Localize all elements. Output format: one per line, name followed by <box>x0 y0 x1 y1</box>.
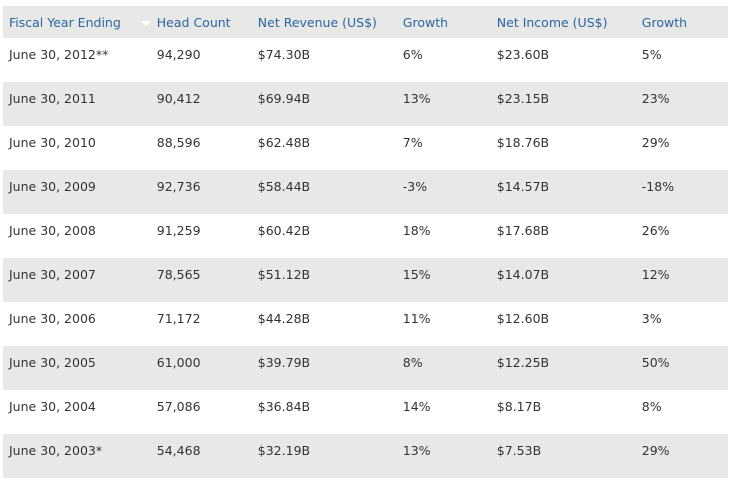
cell-net-income: $7.53B <box>496 443 542 458</box>
table-row: June 30, 2009 92,736 $58.44B -3% $14.57B -18% <box>3 170 728 214</box>
cell-net-income: $12.25B <box>496 355 550 370</box>
cell-income-growth: 5% <box>641 47 662 62</box>
column-header-revenue-growth[interactable]: Growth <box>402 14 449 30</box>
table-row: June 30, 2007 78,565 $51.12B 15% $14.07B 12% <box>3 258 728 302</box>
cell-revenue-growth: 14% <box>402 399 431 414</box>
cell-net-income: $12.60B <box>496 311 550 326</box>
cell-revenue-growth: 13% <box>402 443 431 458</box>
cell-net-income: $17.68B <box>496 223 550 238</box>
table-row: June 30, 2005 61,000 $39.79B 8% $12.25B 50% <box>3 346 728 390</box>
cell-net-income: $14.07B <box>496 267 550 282</box>
cell-net-revenue: $60.42B <box>257 223 311 238</box>
cell-net-revenue: $69.94B <box>257 91 311 106</box>
cell-revenue-growth: -3% <box>402 179 428 194</box>
cell-net-income: $14.57B <box>496 179 550 194</box>
cell-revenue-growth: 18% <box>402 223 431 238</box>
cell-net-revenue: $44.28B <box>257 311 311 326</box>
table-row: June 30, 2011 90,412 $69.94B 13% $23.15B 23% <box>3 82 728 126</box>
column-header-net-income[interactable]: Net Income (US$) <box>496 14 608 30</box>
cell-income-growth: 50% <box>641 355 670 370</box>
cell-head-count: 90,412 <box>156 91 201 106</box>
cell-income-growth: 12% <box>641 267 670 282</box>
cell-fiscal-year: June 30, 2011 <box>9 91 96 106</box>
table-row: June 30, 2003* 54,468 $32.19B 13% $7.53B 29% <box>3 434 728 478</box>
cell-net-income: $8.17B <box>496 399 542 414</box>
cell-fiscal-year: June 30, 2005 <box>9 355 96 370</box>
table-row: June 30, 2010 88,596 $62.48B 7% $18.76B 29% <box>3 126 728 170</box>
cell-net-income: $23.60B <box>496 47 550 62</box>
cell-income-growth: 29% <box>641 135 670 150</box>
cell-revenue-growth: 13% <box>402 91 431 106</box>
cell-net-revenue: $51.12B <box>257 267 311 282</box>
cell-income-growth: 8% <box>641 399 662 414</box>
table-row: June 30, 2006 71,172 $44.28B 11% $12.60B 3% <box>3 302 728 346</box>
cell-net-revenue: $58.44B <box>257 179 311 194</box>
cell-fiscal-year: June 30, 2010 <box>9 135 96 150</box>
cell-net-revenue: $74.30B <box>257 47 311 62</box>
cell-head-count: 57,086 <box>156 399 201 414</box>
cell-fiscal-year: June 30, 2012** <box>9 47 109 62</box>
cell-revenue-growth: 8% <box>402 355 423 370</box>
column-header-income-growth[interactable]: Growth <box>641 14 688 30</box>
sort-down-icon[interactable] <box>140 20 151 26</box>
cell-head-count: 61,000 <box>156 355 201 370</box>
cell-revenue-growth: 11% <box>402 311 431 326</box>
cell-fiscal-year: June 30, 2009 <box>9 179 96 194</box>
cell-net-revenue: $36.84B <box>257 399 311 414</box>
cell-revenue-growth: 6% <box>402 47 423 62</box>
table-row: June 30, 2008 91,259 $60.42B 18% $17.68B 26% <box>3 214 728 258</box>
column-header-fiscal-year[interactable]: Fiscal Year Ending <box>3 6 151 38</box>
cell-income-growth: -18% <box>641 179 675 194</box>
cell-head-count: 71,172 <box>156 311 201 326</box>
cell-head-count: 54,468 <box>156 443 201 458</box>
cell-net-revenue: $39.79B <box>257 355 311 370</box>
cell-income-growth: 26% <box>641 223 670 238</box>
cell-head-count: 91,259 <box>156 223 201 238</box>
column-header-net-revenue[interactable]: Net Revenue (US$) <box>257 14 377 30</box>
cell-head-count: 88,596 <box>156 135 201 150</box>
financial-table: Fiscal Year Ending Head Count Net Revenu… <box>3 6 728 478</box>
cell-income-growth: 29% <box>641 443 670 458</box>
header-row: Fiscal Year Ending Head Count Net Revenu… <box>3 6 728 38</box>
cell-fiscal-year: June 30, 2007 <box>9 267 96 282</box>
cell-head-count: 78,565 <box>156 267 201 282</box>
cell-head-count: 94,290 <box>156 47 201 62</box>
cell-fiscal-year: June 30, 2004 <box>9 399 96 414</box>
cell-revenue-growth: 15% <box>402 267 431 282</box>
cell-fiscal-year: June 30, 2008 <box>9 223 96 238</box>
cell-net-income: $23.15B <box>496 91 550 106</box>
cell-net-income: $18.76B <box>496 135 550 150</box>
cell-revenue-growth: 7% <box>402 135 423 150</box>
cell-income-growth: 3% <box>641 311 662 326</box>
cell-income-growth: 23% <box>641 91 670 106</box>
cell-net-revenue: $32.19B <box>257 443 311 458</box>
cell-head-count: 92,736 <box>156 179 201 194</box>
column-header-head-count[interactable]: Head Count <box>156 14 231 30</box>
table-row: June 30, 2012** 94,290 $74.30B 6% $23.60B 5% <box>3 38 728 82</box>
cell-fiscal-year: June 30, 2003* <box>9 443 103 458</box>
table-row: June 30, 2004 57,086 $36.84B 14% $8.17B 8% <box>3 390 728 434</box>
cell-fiscal-year: June 30, 2006 <box>9 311 96 326</box>
cell-net-revenue: $62.48B <box>257 135 311 150</box>
